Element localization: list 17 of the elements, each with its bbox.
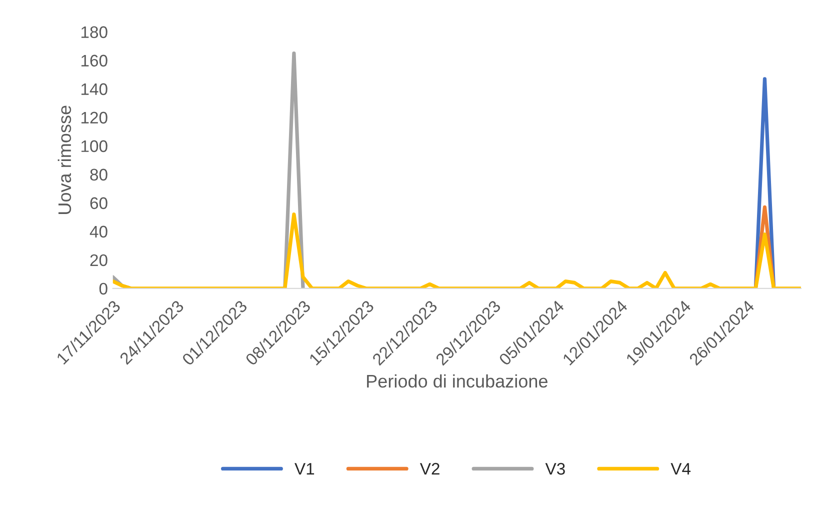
y-tick-label: 100	[81, 140, 108, 152]
line-series	[112, 212, 801, 288]
y-tick-label: 140	[81, 83, 108, 96]
legend-label: V2	[420, 462, 440, 475]
y-axis-title: Uova rimosse	[58, 106, 72, 214]
y-tick-label: 80	[90, 168, 108, 181]
legend-label: V3	[545, 462, 565, 475]
y-tick-label: 180	[81, 26, 108, 38]
y-tick-label: 0	[99, 282, 108, 295]
legend-label: V4	[670, 463, 691, 475]
y-tick-label: 160	[81, 54, 108, 67]
legend-label: V1	[294, 463, 314, 475]
y-tick-label: 120	[81, 112, 108, 124]
y-tick-label: 40	[90, 226, 108, 238]
x-axis-title: Periodo di incubazione	[367, 374, 548, 388]
y-tick-label: 20	[90, 254, 108, 266]
y-tick-label: 60	[90, 197, 108, 210]
